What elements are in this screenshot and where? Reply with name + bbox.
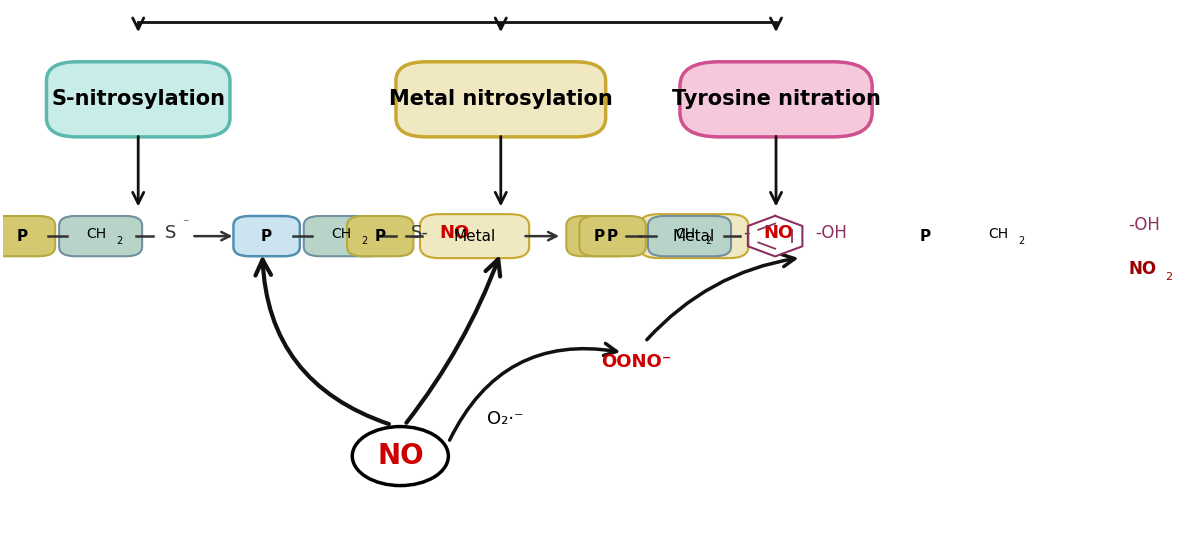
Text: ⁻: ⁻ [182,217,188,230]
FancyBboxPatch shape [304,216,387,256]
Text: 2: 2 [117,236,123,247]
FancyBboxPatch shape [892,216,959,256]
Text: S-nitrosylation: S-nitrosylation [51,89,225,109]
Text: NO: NO [1128,260,1156,279]
Text: CH: CH [86,227,106,241]
Text: P: P [607,229,618,244]
FancyBboxPatch shape [60,216,142,256]
FancyBboxPatch shape [395,62,606,137]
Text: NO: NO [763,224,794,242]
Text: P: P [261,229,273,244]
Text: Metal: Metal [673,229,715,244]
Text: OONO⁻: OONO⁻ [601,353,672,371]
FancyBboxPatch shape [420,214,529,258]
Text: CH: CH [987,227,1008,241]
Text: S-: S- [411,224,429,242]
FancyBboxPatch shape [233,216,300,256]
Text: -OH: -OH [816,224,847,242]
Text: P: P [17,229,27,244]
FancyBboxPatch shape [46,62,230,137]
Text: P: P [919,229,931,244]
Text: NO: NO [378,442,424,470]
Text: -: - [743,224,749,242]
Text: NO: NO [439,224,470,242]
Text: 2: 2 [1018,236,1024,247]
Text: Tyrosine nitration: Tyrosine nitration [672,89,880,109]
Text: CH: CH [331,227,351,241]
Text: O₂·⁻: O₂·⁻ [487,410,524,428]
Text: P: P [375,229,386,244]
Text: 2: 2 [705,236,712,247]
FancyBboxPatch shape [0,216,55,256]
FancyBboxPatch shape [648,216,731,256]
FancyBboxPatch shape [680,62,872,137]
Text: P: P [594,229,605,244]
Text: Metal: Metal [454,229,495,244]
Text: 2: 2 [361,236,368,247]
FancyBboxPatch shape [347,216,413,256]
Text: CH: CH [675,227,696,241]
Text: 2: 2 [1165,272,1172,282]
Text: -OH: -OH [1128,216,1160,234]
FancyBboxPatch shape [640,214,748,258]
FancyBboxPatch shape [961,216,1043,256]
Text: S: S [164,224,176,242]
FancyBboxPatch shape [580,216,646,256]
FancyBboxPatch shape [567,216,632,256]
Circle shape [353,427,448,486]
Text: Metal nitrosylation: Metal nitrosylation [389,89,612,109]
